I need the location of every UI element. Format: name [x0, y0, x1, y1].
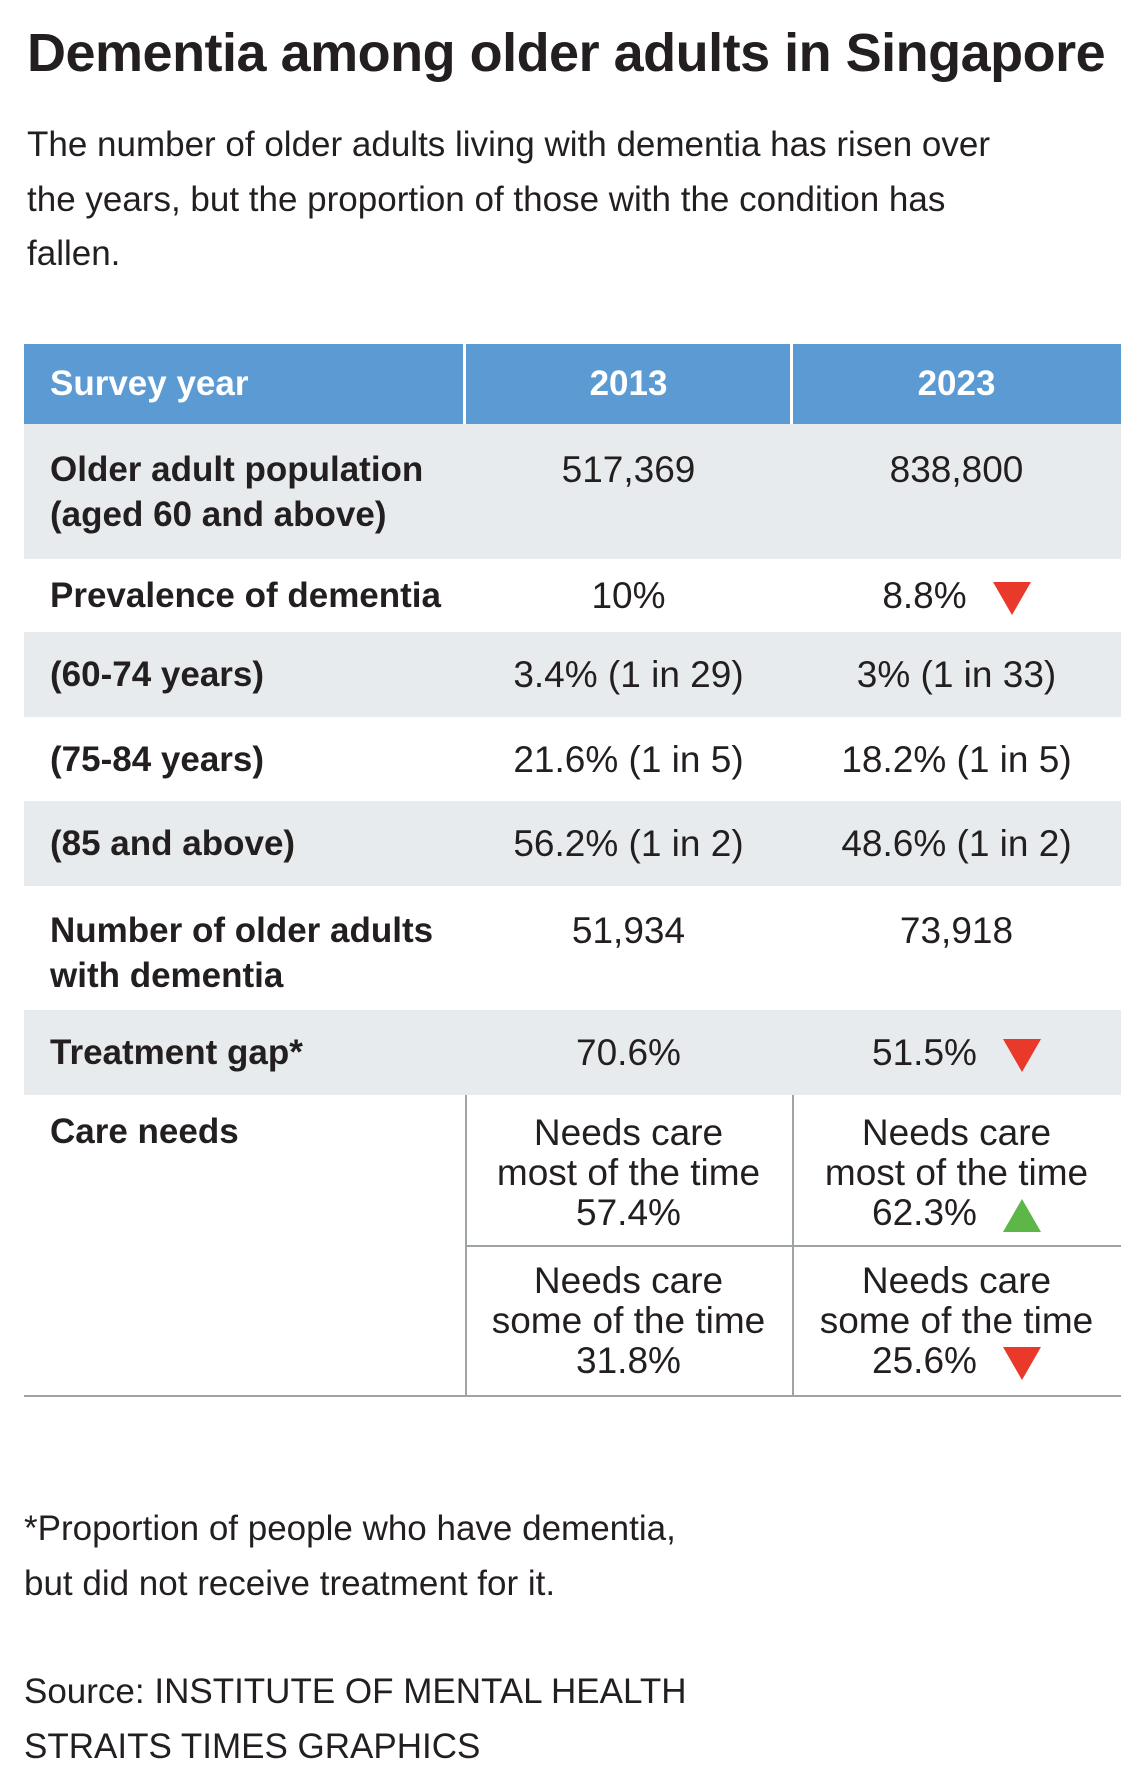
- chart-title: Dementia among older adults in Singapore: [27, 23, 1106, 83]
- footnote-line-1: *Proportion of people who have dementia,: [24, 1509, 676, 1548]
- value-2023-cell: 838,800: [792, 424, 1121, 559]
- value-2013: 3.4% (1 in 29): [513, 654, 744, 695]
- header-year-2013: 2013: [589, 364, 668, 403]
- value-2023-cell: 51.5%: [792, 1010, 1121, 1095]
- value-2013: 21.6% (1 in 5): [513, 739, 744, 780]
- row-label: Prevalence of dementia: [50, 576, 441, 615]
- care-value-line: 31.8%: [465, 1341, 792, 1381]
- row-label: (60-74 years): [50, 655, 265, 694]
- care-cell-2023: Needs care most of the time 62.3%: [792, 1095, 1121, 1245]
- value-2023: 838,800: [889, 449, 1024, 490]
- value-2023: 51.5%: [872, 1032, 977, 1073]
- header-survey-year: Survey year: [50, 364, 249, 403]
- value-2013: 51,934: [571, 910, 686, 951]
- value-2013: 70.6%: [576, 1032, 681, 1073]
- table-row: Older adult population (aged 60 and abov…: [24, 424, 1121, 559]
- care-line-2: some of the time: [819, 1300, 1094, 1341]
- source-line-1: Source: INSTITUTE OF MENTAL HEALTH: [24, 1672, 687, 1711]
- trend-down-icon: [992, 581, 1031, 615]
- value-2013: 10%: [591, 575, 666, 616]
- source-line-2: STRAITS TIMES GRAPHICS: [24, 1727, 481, 1766]
- value-2023-cell: 73,918: [792, 886, 1121, 1010]
- value-2023: 8.8%: [882, 575, 967, 616]
- care-value-line: 62.3%: [792, 1193, 1121, 1233]
- trend-down-icon: [1002, 1038, 1041, 1072]
- care-cell-2023: Needs care some of the time 25.6%: [792, 1245, 1121, 1395]
- table-row: (60-74 years) 3.4% (1 in 29) 3% (1 in 33): [24, 632, 1121, 717]
- footnote: *Proportion of people who have dementia,…: [24, 1501, 924, 1611]
- care-needs-label: Care needs: [50, 1112, 239, 1151]
- care-line-1: Needs care: [533, 1112, 724, 1153]
- care-value-line: 57.4%: [465, 1193, 792, 1233]
- care-line-1: Needs care: [533, 1260, 724, 1301]
- value-2023: 48.6% (1 in 2): [841, 823, 1072, 864]
- footnote-line-2: but did not receive treatment for it.: [24, 1564, 556, 1603]
- care-line-2: some of the time: [491, 1300, 766, 1341]
- row-label: Treatment gap*: [50, 1033, 303, 1072]
- table-row: (75-84 years) 21.6% (1 in 5) 18.2% (1 in 5…: [24, 717, 1121, 801]
- row-label: Number of older adults with dementia: [50, 911, 434, 995]
- table-row: Number of older adults with dementia 51,9…: [24, 886, 1121, 1010]
- value-2023-cell: 3% (1 in 33): [792, 632, 1121, 717]
- header-year-2023: 2023: [917, 364, 996, 403]
- care-value-2013: 57.4%: [576, 1192, 681, 1233]
- column-divider-1: [463, 344, 466, 424]
- value-2013: 56.2% (1 in 2): [513, 823, 744, 864]
- care-cell-2013: Needs care some of the time 31.8%: [465, 1245, 792, 1395]
- value-2023-cell: 8.8%: [792, 559, 1121, 632]
- care-value-line: 25.6%: [792, 1341, 1121, 1381]
- care-line-2: most of the time: [824, 1152, 1089, 1193]
- row-label: (75-84 years): [50, 740, 265, 779]
- row-label: (85 and above): [50, 824, 296, 863]
- chart-subtitle: The number of older adults living with d…: [27, 125, 990, 273]
- care-line-1: Needs care: [861, 1112, 1052, 1153]
- care-value-2023: 62.3%: [872, 1192, 977, 1233]
- table-row: (85 and above) 56.2% (1 in 2) 48.6% (1 in …: [24, 801, 1121, 886]
- care-line-2: most of the time: [496, 1152, 761, 1193]
- column-divider-2: [790, 344, 793, 424]
- value-2023: 18.2% (1 in 5): [841, 739, 1072, 780]
- care-line-1: Needs care: [861, 1260, 1052, 1301]
- care-cell-2013: Needs care most of the time 57.4%: [465, 1095, 792, 1245]
- source-credit: Source: INSTITUTE OF MENTAL HEALTH STRAI…: [24, 1664, 924, 1774]
- value-2023: 73,918: [899, 910, 1014, 951]
- value-2023: 3% (1 in 33): [856, 654, 1057, 695]
- table-row: Treatment gap* 70.6% 51.5%: [24, 1010, 1121, 1095]
- care-value-2023: 25.6%: [872, 1340, 977, 1381]
- care-value-2013: 31.8%: [576, 1340, 681, 1381]
- table-bottom-rule: [24, 1395, 1121, 1397]
- value-2023-cell: 48.6% (1 in 2): [792, 801, 1121, 886]
- trend-up-icon: [1002, 1198, 1041, 1232]
- table-row: Prevalence of dementia 10% 8.8%: [24, 559, 1121, 632]
- value-2023-cell: 18.2% (1 in 5): [792, 717, 1121, 801]
- value-2013: 517,369: [561, 449, 696, 490]
- table-header-row: Survey year 2013 2023: [24, 344, 1121, 424]
- row-label: Older adult population (aged 60 and abov…: [50, 450, 424, 534]
- trend-down-icon: [1002, 1346, 1041, 1380]
- data-table: Survey year 2013 2023 Older adult popula…: [24, 344, 1121, 1454]
- care-divider-horizontal: [465, 1245, 1121, 1247]
